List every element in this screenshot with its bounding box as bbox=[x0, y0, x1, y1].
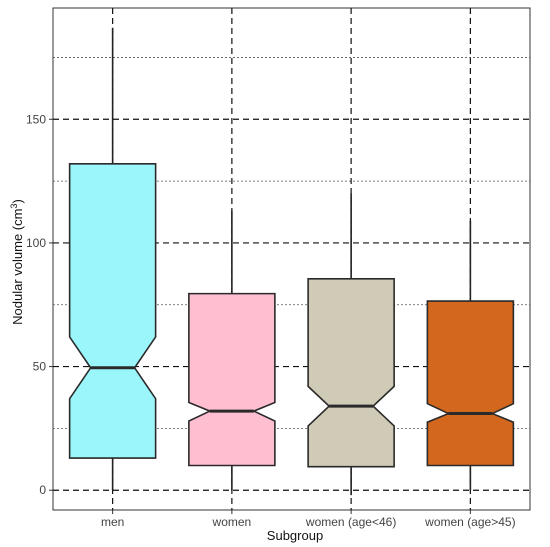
notched-box bbox=[307, 277, 395, 468]
x-tick-label: women bbox=[212, 515, 252, 529]
x-tick-label: women (age<46) bbox=[305, 515, 396, 529]
x-tick-label: women (age>45) bbox=[424, 515, 515, 529]
notched-box bbox=[68, 162, 157, 459]
notched-box bbox=[188, 292, 276, 467]
y-tick-label: 150 bbox=[26, 112, 46, 126]
box-group bbox=[68, 27, 157, 491]
notched-box bbox=[426, 300, 515, 467]
y-tick-label: 100 bbox=[26, 236, 46, 250]
y-axis-title: Nodular volume (cm3) bbox=[9, 199, 25, 325]
y-tick-label: 50 bbox=[33, 360, 47, 374]
y-axis-title-close: ) bbox=[10, 199, 25, 203]
box-group bbox=[426, 220, 515, 491]
y-axis-title-superscript: 3 bbox=[9, 204, 19, 209]
box-layer bbox=[68, 27, 515, 496]
y-axis-title-main: Nodular volume (cm bbox=[10, 209, 25, 325]
box-group bbox=[188, 210, 276, 491]
y-tick-label: 0 bbox=[39, 483, 46, 497]
box-group bbox=[307, 193, 395, 496]
x-tick-label: men bbox=[101, 515, 124, 529]
x-axis-title: Subgroup bbox=[267, 528, 323, 543]
axis-layer: 0 50 100 150 men women women (age<46) women (ag… bbox=[26, 112, 516, 529]
